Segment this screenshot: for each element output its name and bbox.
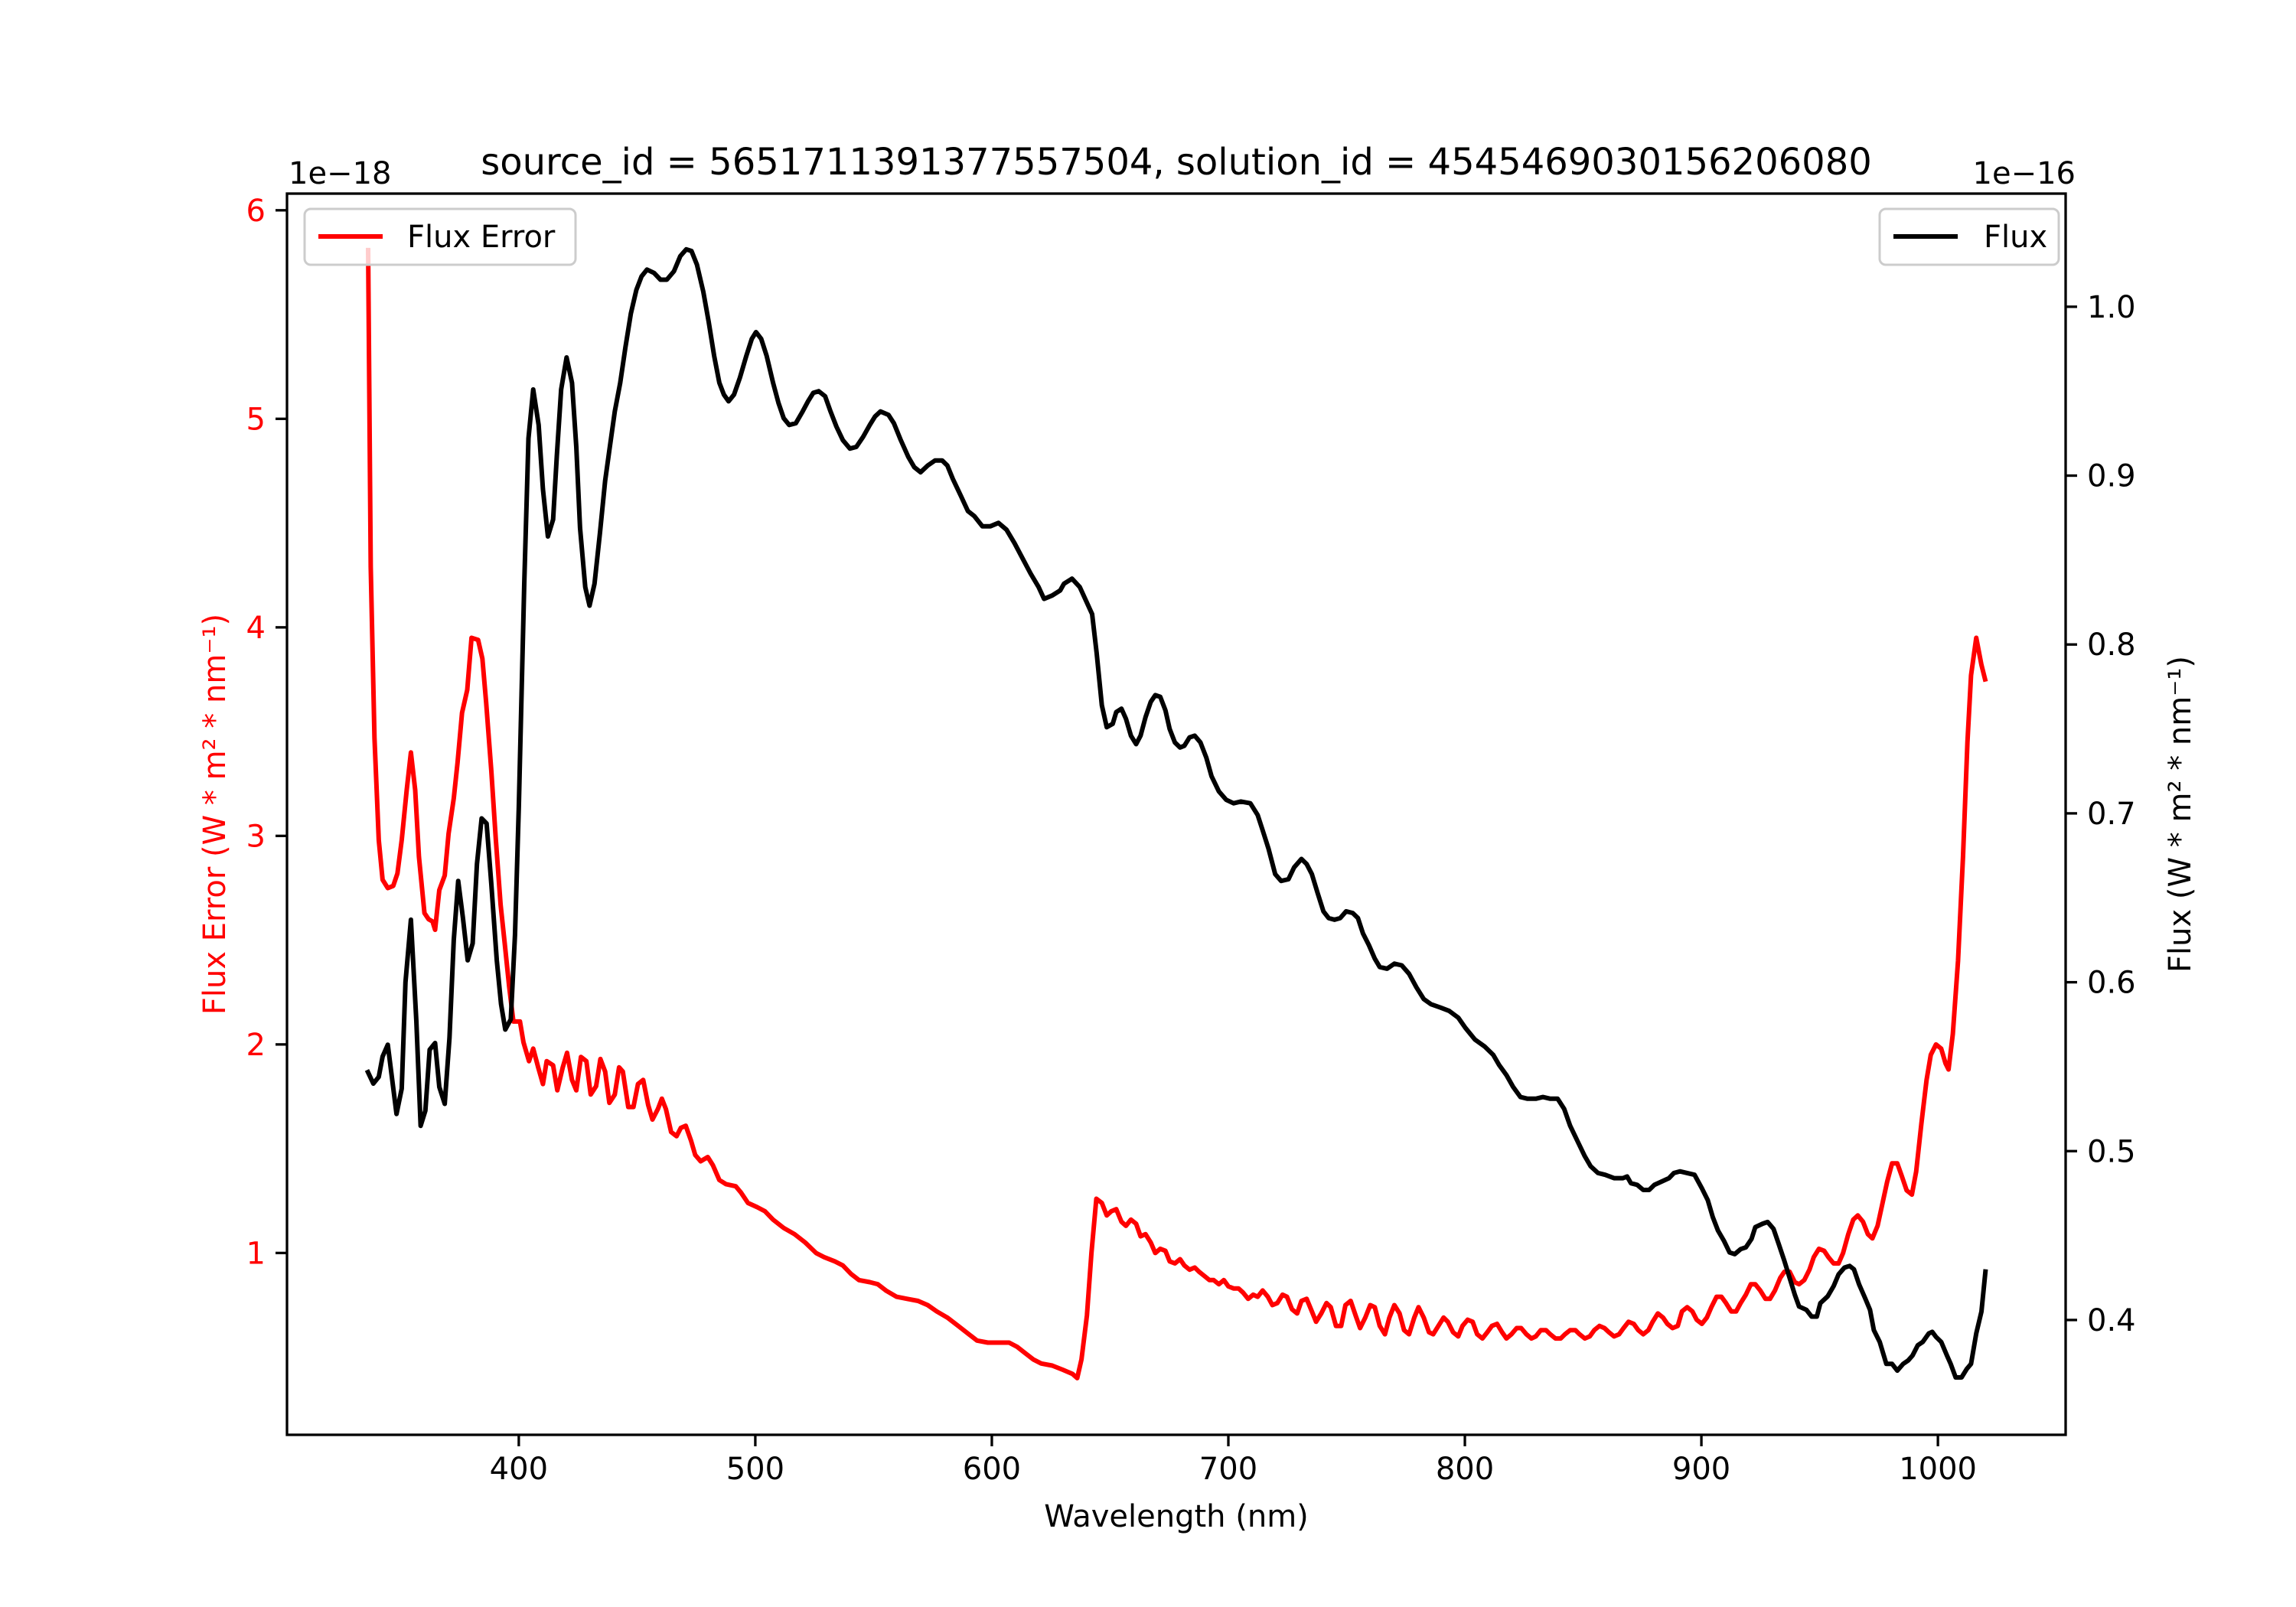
legend-flux: Flux bbox=[1878, 207, 2060, 266]
right-tick-label: 0.4 bbox=[2087, 1303, 2136, 1338]
x-tick-label: 800 bbox=[1436, 1452, 1494, 1487]
right-axis-ticks: 0.4 0.5 0.6 0.7 0.8 0.9 1.0 bbox=[2066, 290, 2136, 1338]
right-tick-label: 0.6 bbox=[2087, 966, 2136, 1001]
legend-label-flux-error: Flux Error bbox=[407, 220, 556, 255]
legend-flux-error: Flux Error bbox=[303, 207, 577, 266]
right-axis-label: Flux (W * m² * nm⁻¹) bbox=[2163, 656, 2198, 973]
chart-title: source_id = 5651711391377557504, solutio… bbox=[481, 141, 1872, 184]
left-axis-label: Flux Error (W * m² * nm⁻¹) bbox=[197, 614, 233, 1015]
right-tick-label: 0.8 bbox=[2087, 627, 2136, 663]
x-tick-label: 400 bbox=[490, 1452, 548, 1487]
legend-box bbox=[1878, 207, 2060, 266]
right-tick-label: 0.7 bbox=[2087, 797, 2136, 832]
left-tick-label: 2 bbox=[246, 1028, 266, 1063]
series-lines bbox=[364, 246, 1988, 1380]
right-tick-label: 1.0 bbox=[2087, 290, 2136, 325]
left-tick-label: 6 bbox=[246, 194, 266, 229]
x-tick-label: 900 bbox=[1672, 1452, 1730, 1487]
series-line-flux bbox=[364, 246, 1988, 1380]
left-axis-ticks: 1 2 3 4 5 6 bbox=[246, 194, 287, 1271]
left-axis-offset-text: 1e−18 bbox=[289, 156, 391, 191]
x-tick-label: 700 bbox=[1199, 1452, 1257, 1487]
left-tick-label: 1 bbox=[246, 1236, 266, 1271]
x-axis-ticks: 400 500 600 700 800 900 1000 bbox=[490, 1435, 1977, 1487]
left-tick-label: 3 bbox=[246, 819, 266, 854]
x-axis-label: Wavelength (nm) bbox=[1044, 1499, 1309, 1534]
legend-box bbox=[303, 207, 577, 266]
series-line-flux-error bbox=[366, 247, 1988, 1380]
right-tick-label: 0.5 bbox=[2087, 1134, 2136, 1169]
left-tick-label: 4 bbox=[246, 611, 266, 646]
right-axis-offset-text: 1e−16 bbox=[1973, 156, 2076, 191]
left-tick-label: 5 bbox=[246, 402, 266, 437]
x-tick-label: 600 bbox=[963, 1452, 1021, 1487]
x-tick-label: 500 bbox=[726, 1452, 784, 1487]
right-tick-label: 0.9 bbox=[2087, 459, 2136, 494]
x-tick-label: 1000 bbox=[1899, 1452, 1977, 1487]
legend-label-flux: Flux bbox=[1984, 220, 2047, 255]
